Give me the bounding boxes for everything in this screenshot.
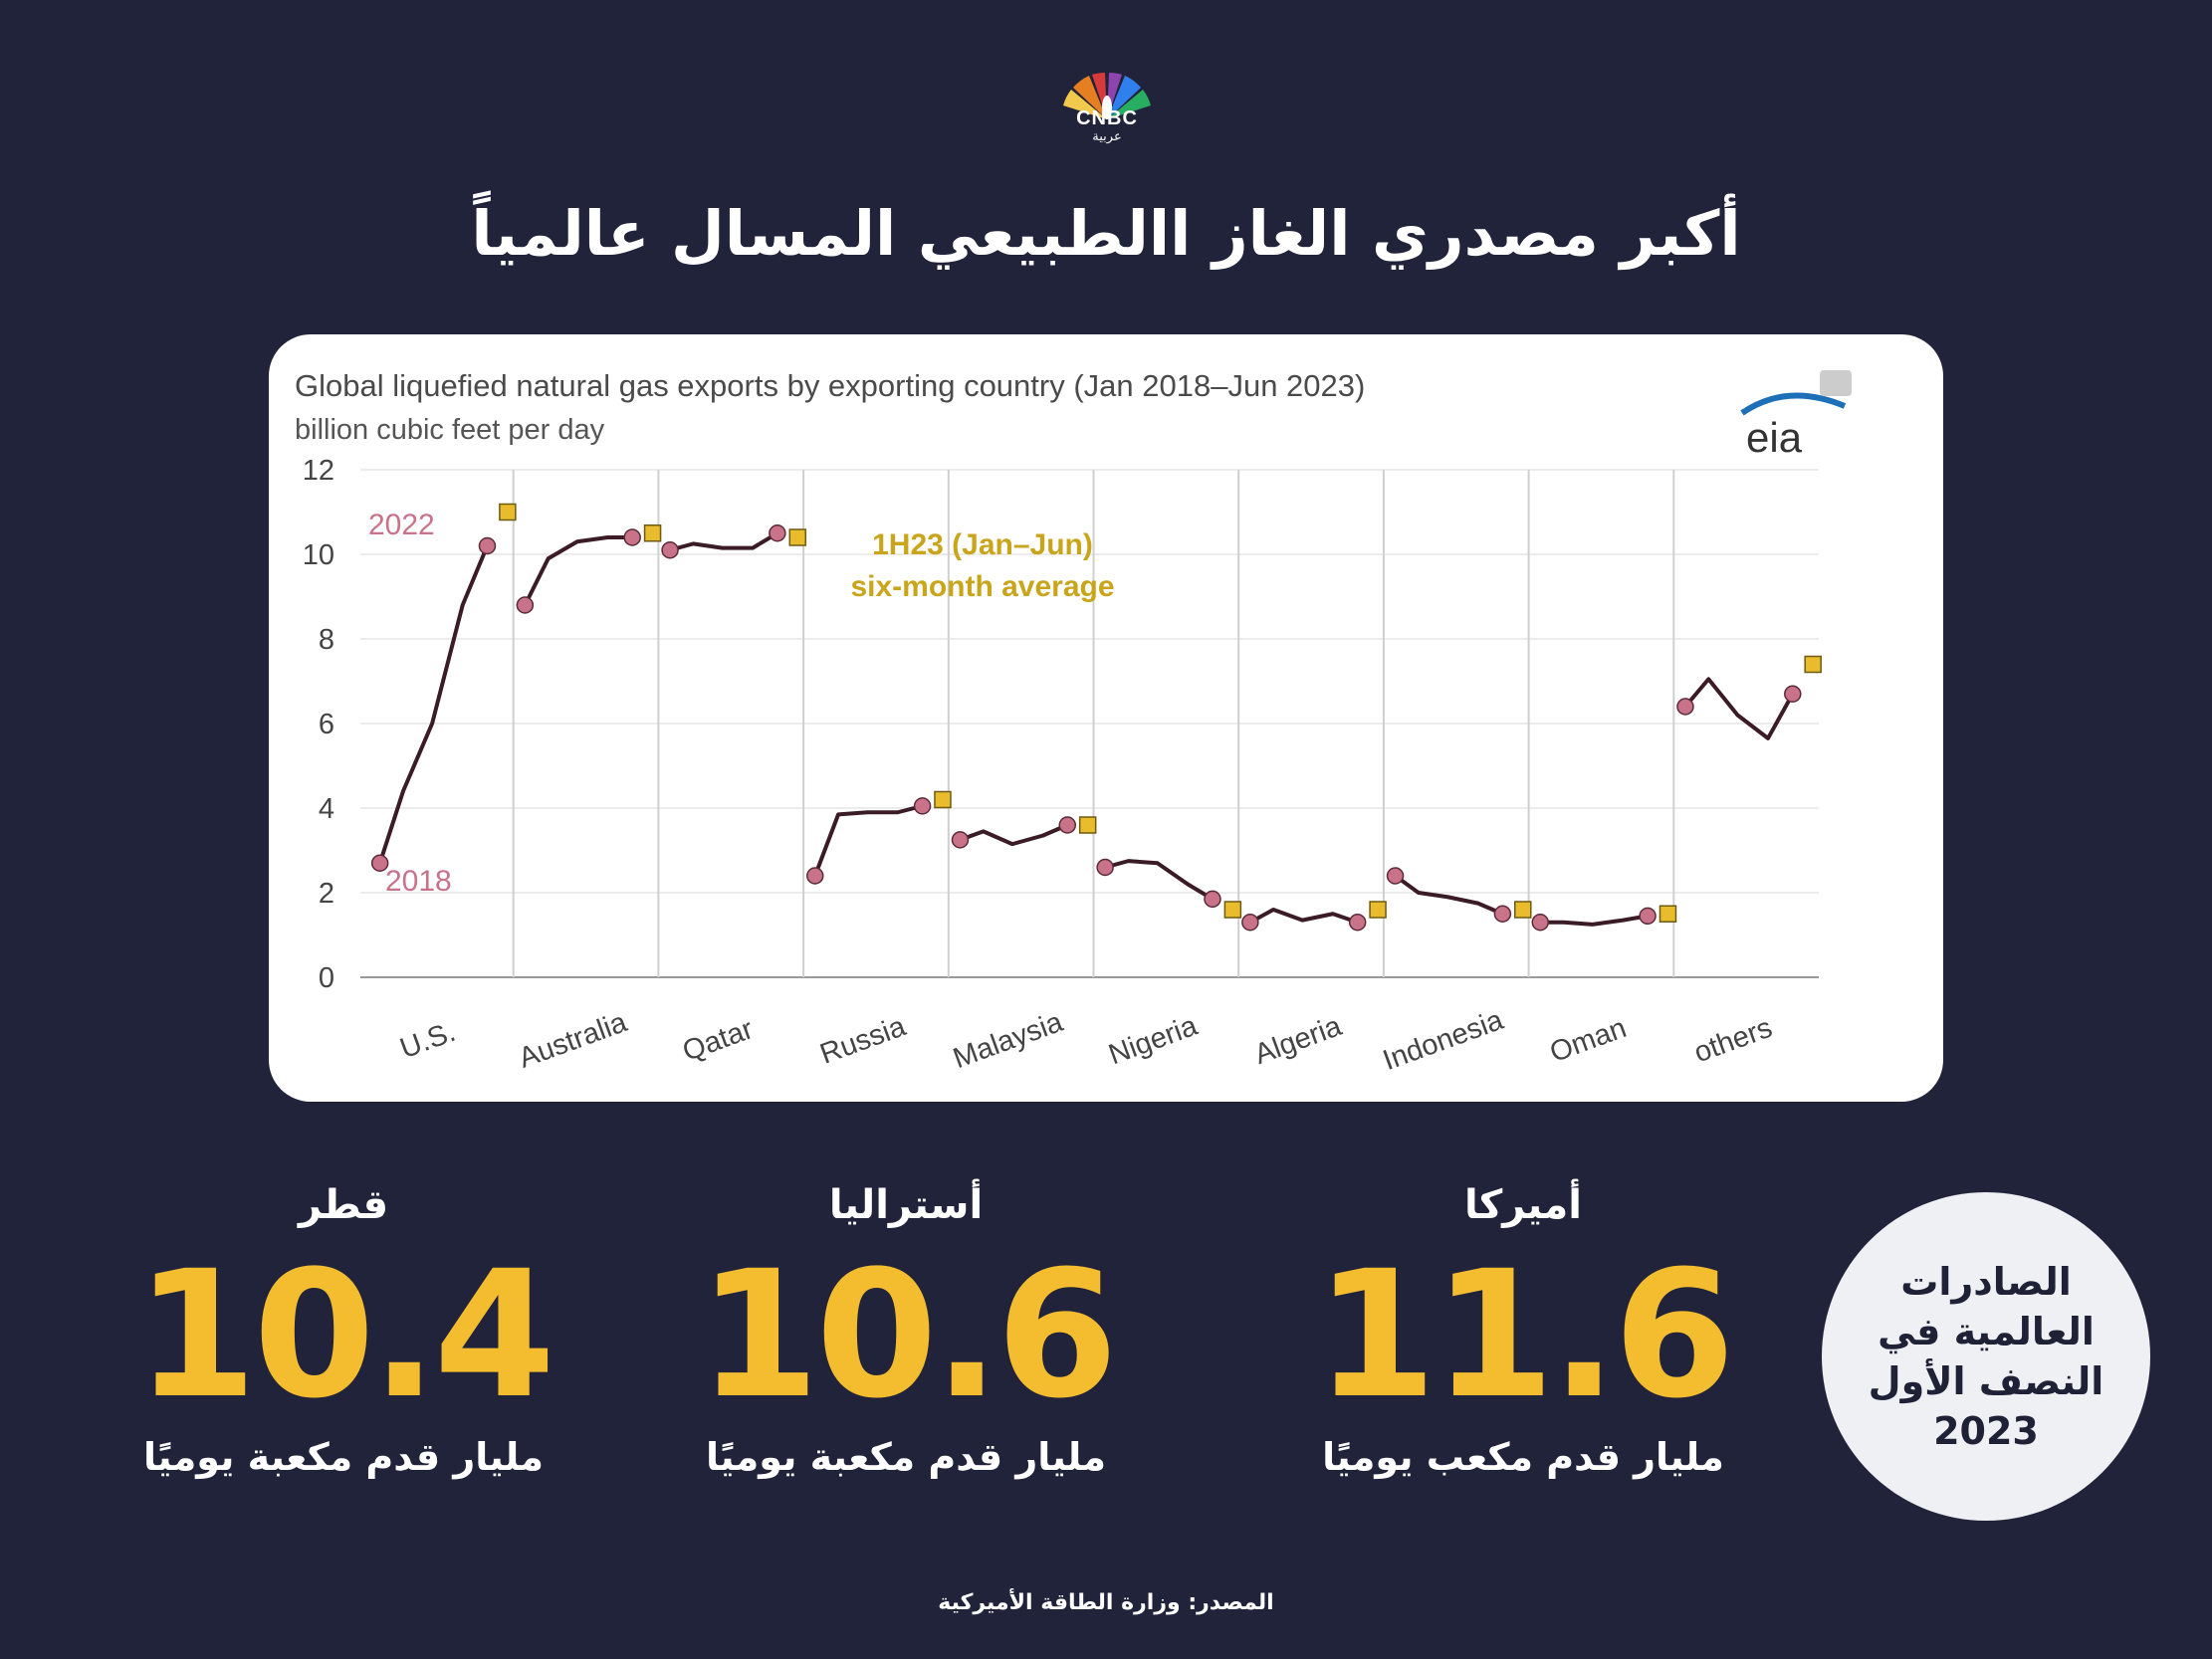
x-axis: U.S. Australia Qatar Russia Malaysia Nigeria A… (396, 1004, 1777, 1077)
stat-value: 11.6 (1314, 1233, 1735, 1437)
year-marker (1241, 914, 1259, 932)
x-tick-label: Oman (1546, 1012, 1631, 1069)
year-marker (1493, 905, 1512, 923)
chart-subtitle: billion cubic feet per day (295, 414, 605, 446)
series-line (377, 544, 490, 864)
half-year-badge: الصادرات العالمية في النصف الأول 2023 (1822, 1192, 2150, 1521)
eia-logo: eia (1740, 370, 1852, 461)
series-line (1540, 914, 1649, 927)
y-tick-label: 4 (319, 793, 334, 825)
series-line (1104, 859, 1215, 902)
h1-2023-marker (1223, 901, 1242, 919)
stat-unit: مليار قدم مكعب يوميًا (1322, 1435, 1724, 1479)
stat-value: 10.4 (134, 1233, 555, 1437)
stat-country: قطر (298, 1182, 389, 1228)
year-marker (1784, 685, 1802, 703)
h1-2023-marker (1659, 905, 1677, 923)
year-marker (478, 536, 497, 555)
eia-logo-text: eia (1746, 414, 1803, 461)
year-marker (913, 797, 932, 815)
year-marker (516, 596, 535, 614)
series-line (959, 823, 1069, 847)
x-tick-label: Australia (515, 1006, 632, 1075)
chart-series (370, 503, 1822, 932)
year-marker (1204, 890, 1221, 909)
y-tick-label: 10 (303, 539, 334, 571)
source-note: المصدر: وزارة الطاقة الأميركية (938, 1590, 1274, 1615)
half-year-label: الصادرات العالمية في النصف الأول 2023 (1868, 1259, 2104, 1454)
y-tick-label: 12 (303, 455, 334, 487)
year-marker (1348, 914, 1367, 932)
x-tick-label: U.S. (396, 1016, 460, 1065)
y-tick-label: 8 (319, 624, 334, 656)
expand-icon[interactable] (1820, 370, 1852, 396)
x-tick-label: Qatar (679, 1013, 758, 1068)
chart-title: Global liquefied natural gas exports by … (295, 368, 1365, 403)
year-marker (1676, 698, 1694, 716)
year-marker (1386, 867, 1405, 885)
stat-qatar: قطر 10.4 مليار قدم مكعبة يوميًا (90, 1182, 597, 1479)
x-tick-label: Nigeria (1105, 1009, 1203, 1071)
h1-2023-marker (499, 503, 517, 521)
cnbc-peacock-logo (1063, 73, 1151, 119)
year-marker (370, 854, 389, 872)
year-marker (1058, 816, 1077, 834)
series-line (812, 803, 924, 877)
series-line (523, 535, 633, 606)
chart-grid (360, 469, 1819, 978)
year-marker (1531, 914, 1550, 932)
series-line (1248, 908, 1359, 925)
lng-exports-chart: Global liquefied natural gas exports by … (295, 368, 1852, 1077)
year-marker (661, 541, 679, 559)
h1-2023-marker (1369, 901, 1387, 919)
year-marker (1639, 907, 1657, 926)
stat-unit: مليار قدم مكعبة يوميًا (705, 1435, 1107, 1479)
y-tick-label: 0 (319, 962, 334, 994)
stat-unit: مليار قدم مكعبة يوميًا (142, 1435, 545, 1479)
legend-line2: six-month average (850, 570, 1114, 603)
x-tick-label: Malaysia (949, 1006, 1067, 1076)
year-marker (806, 867, 824, 885)
stat-country: أميركا (1464, 1182, 1582, 1228)
chart-card: Global liquefied natural gas exports by … (269, 334, 1943, 1102)
x-tick-label: Russia (816, 1010, 911, 1071)
h1-2023-marker (788, 528, 807, 546)
y-tick-label: 6 (319, 709, 334, 740)
series-line (1394, 874, 1504, 917)
annotation-2022: 2022 (368, 509, 435, 541)
year-marker (951, 831, 970, 849)
year-marker (769, 524, 786, 542)
h1-2023-marker (643, 524, 662, 542)
series-line (1683, 677, 1795, 740)
stat-country: أستراليا (828, 1182, 984, 1228)
y-axis: 0 2 4 6 8 10 12 (303, 455, 334, 994)
stat-usa: أميركا 11.6 مليار قدم مكعب يوميًا (1284, 1182, 1762, 1479)
x-tick-label: Algeria (1250, 1010, 1347, 1071)
brand-name: CNBC (1076, 107, 1138, 129)
brand-subtitle: عربية (1092, 129, 1122, 144)
annotation-2018: 2018 (385, 865, 452, 898)
headline: أكبر مصدري الغاز االطبيعي المسال عالمياً (471, 197, 1741, 270)
stat-value: 10.6 (697, 1233, 1118, 1437)
h1-2023-marker (1804, 655, 1822, 674)
x-tick-label: others (1690, 1012, 1777, 1070)
x-tick-label: Indonesia (1379, 1004, 1508, 1077)
h1-2023-marker (934, 790, 952, 809)
legend-line1: 1H23 (Jan–Jun) (872, 528, 1093, 561)
year-marker (623, 528, 641, 546)
h1-2023-marker (1514, 901, 1532, 919)
y-tick-label: 2 (319, 878, 334, 910)
year-marker (1096, 858, 1114, 877)
series-line (669, 531, 778, 552)
stat-australia: أستراليا 10.6 مليار قدم مكعبة يوميًا (657, 1182, 1155, 1479)
h1-2023-marker (1078, 816, 1097, 834)
